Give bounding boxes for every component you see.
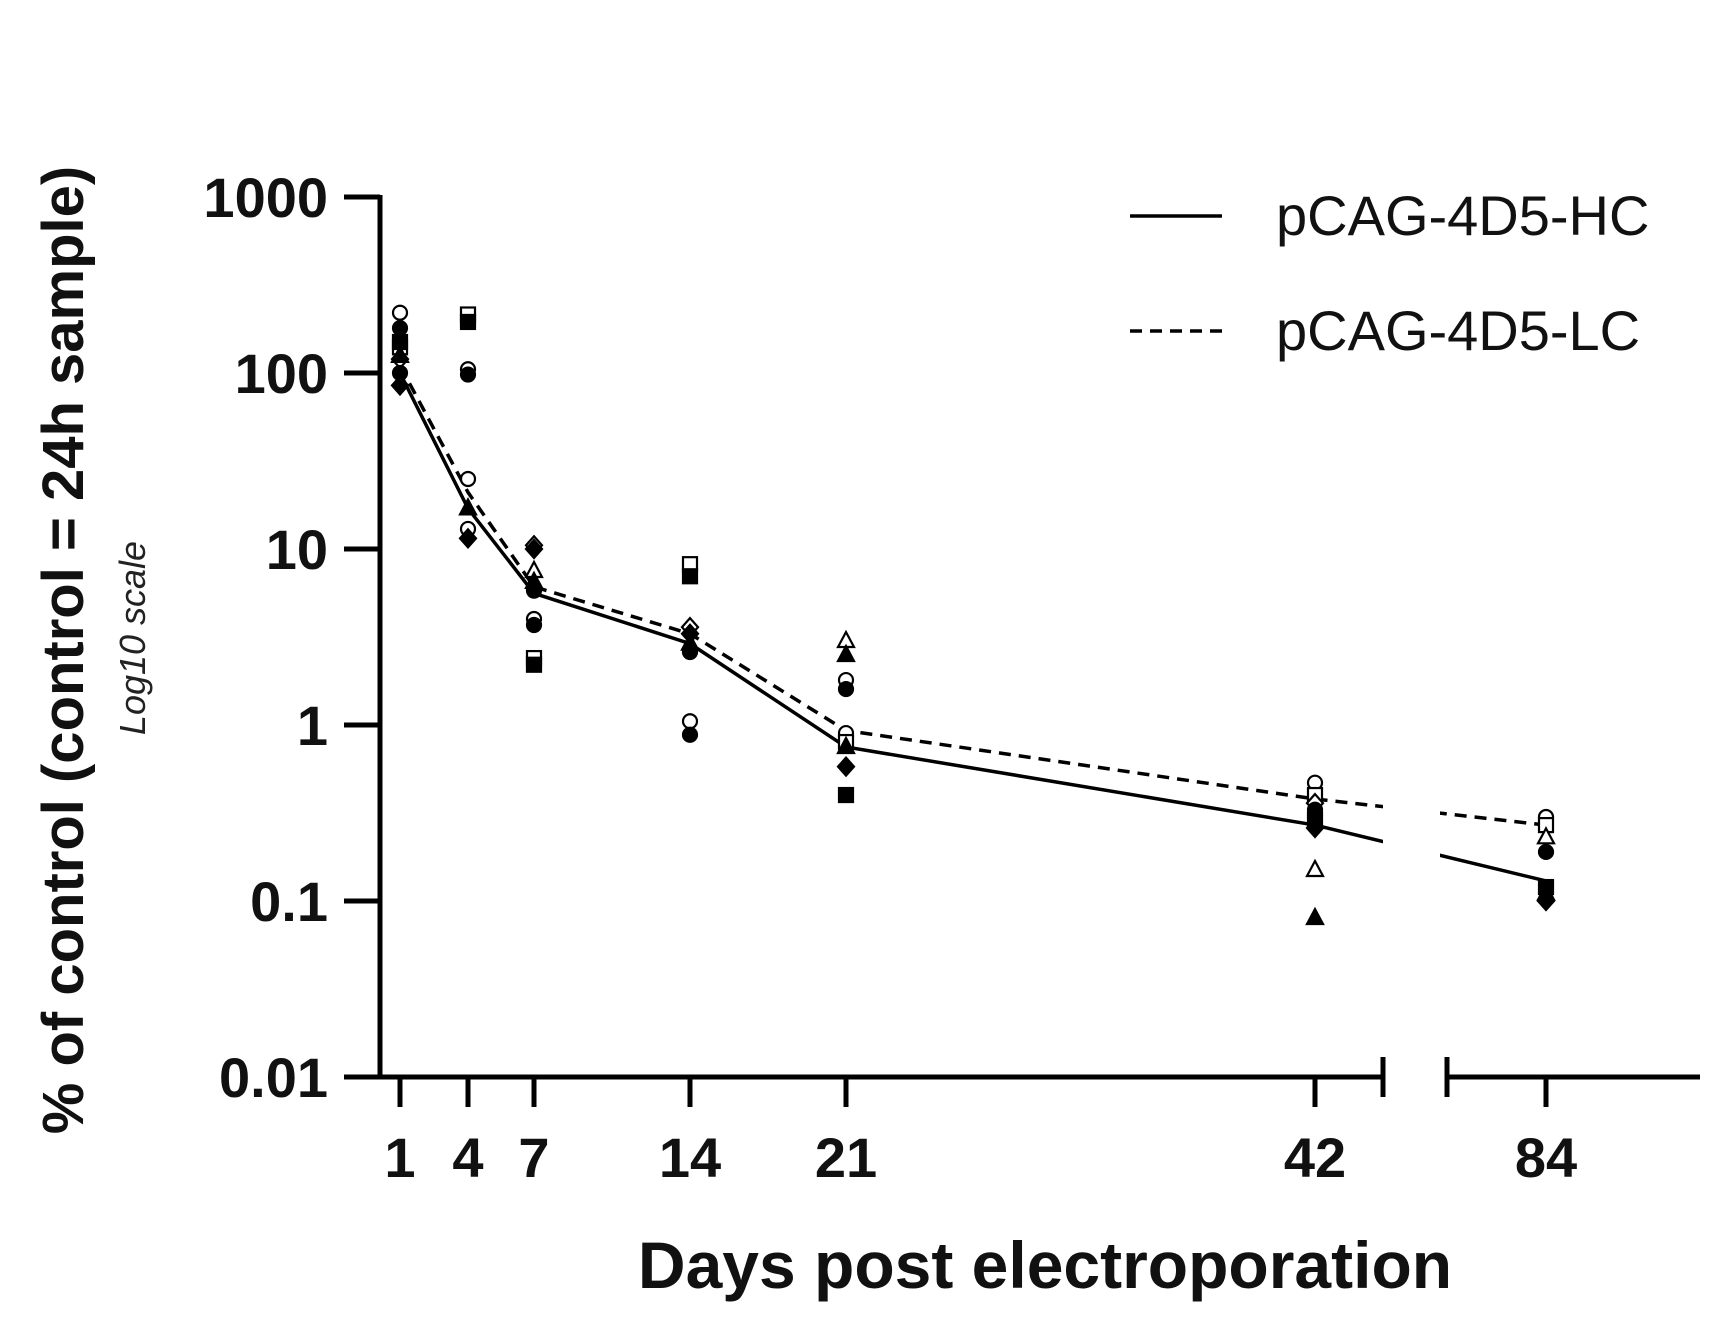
y-tick-label: 1 [297,694,328,757]
data-point-hc [391,319,409,337]
x-tick-label: 42 [1284,1126,1346,1189]
data-point-hc [459,313,477,331]
legend-label-hc: pCAG-4D5-HC [1276,184,1649,247]
x-tick-label: 14 [659,1126,721,1189]
data-point-lc [681,713,699,730]
y-axis-title: % of control (control = 24h sample) [31,166,96,1134]
data-point-hc [681,726,699,743]
data-point-hc [681,643,699,661]
data-point-hc [1536,890,1556,912]
data-points [390,304,1556,926]
data-point-hc [459,366,477,383]
data-point-hc [837,786,855,804]
data-point-hc [837,680,855,698]
legend-label-lc: pCAG-4D5-LC [1276,299,1640,362]
data-point-hc [836,735,856,755]
data-point-hc [1537,843,1555,861]
data-point-hc [1305,906,1325,926]
data-point-hc [390,344,410,364]
x-tick-label: 21 [815,1126,877,1189]
x-tick-label: 4 [452,1126,483,1189]
x-tick-label: 1 [384,1126,415,1189]
data-point-hc [525,656,543,673]
y-tick-label: 100 [235,342,328,405]
data-point-hc [525,582,543,599]
x-tick-label: 7 [518,1126,549,1189]
data-point-lc [459,470,477,488]
y-tick-label: 0.1 [250,870,328,933]
y-tick-label: 10 [266,518,328,581]
data-point-hc [524,538,544,560]
data-point-hc [1305,817,1325,839]
series-line-hc [398,372,1547,883]
data-point-lc [391,304,409,321]
x-tick-label: 84 [1515,1126,1577,1189]
legend: pCAG-4D5-HC pCAG-4D5-LC [1130,184,1649,362]
series-lines [398,364,1547,883]
data-point-hc [525,616,543,634]
axis-labels: Days post electroporation % of control (c… [31,166,1452,1302]
y-axis-scale-note: Log10 scale [112,541,153,735]
x-axis-title: Days post electroporation [638,1228,1452,1302]
data-point-hc [458,527,478,549]
series-line-lc [398,364,1547,827]
data-point-hc [836,755,856,778]
data-point-hc [681,568,699,585]
y-tick-label: 1000 [203,166,328,229]
data-point-lc [1536,825,1556,845]
y-tick-label: 0.01 [219,1046,328,1109]
data-point-hc [836,643,856,663]
data-point-hc [458,497,478,516]
data-point-lc [1305,858,1325,878]
data-point-hc [390,374,410,397]
